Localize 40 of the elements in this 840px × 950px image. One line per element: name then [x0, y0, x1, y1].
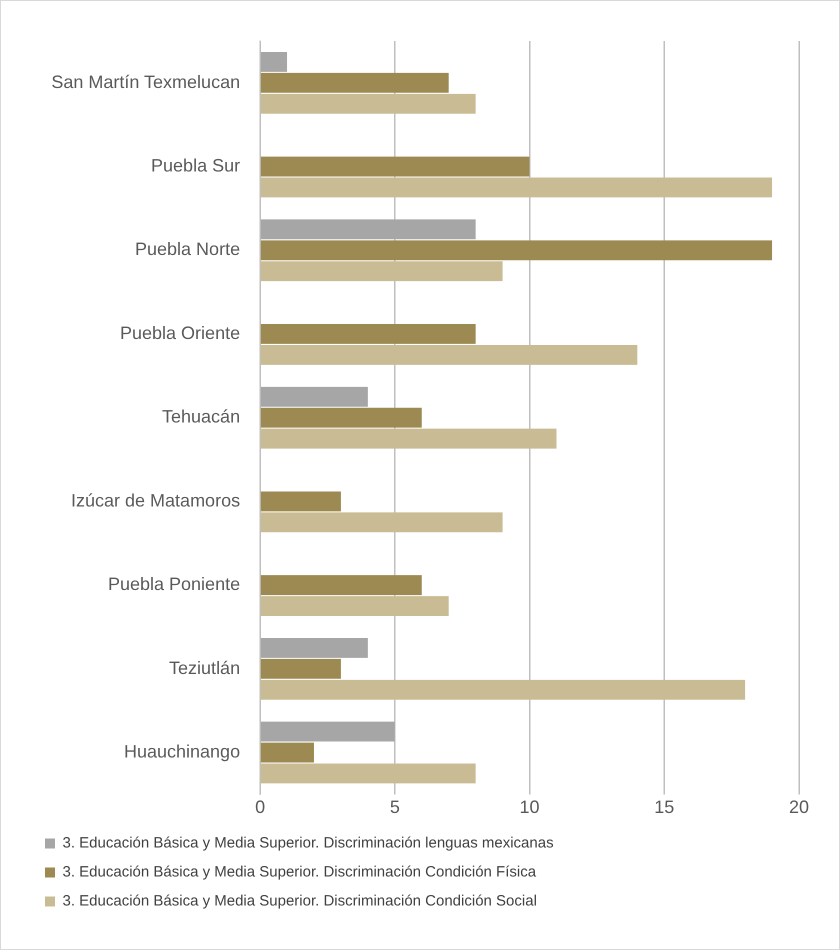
y-tick-label: Izúcar de Matamoros [71, 490, 240, 510]
y-tick-label: San Martín Texmelucan [51, 72, 240, 92]
bar [260, 240, 772, 260]
bar [260, 512, 503, 532]
bar [260, 575, 422, 596]
bar [260, 178, 772, 198]
bar [260, 386, 368, 407]
bar [260, 680, 746, 700]
y-tick-label: Huauchinango [124, 742, 240, 762]
y-tick-label: Puebla Sur [151, 156, 240, 176]
bar [260, 596, 449, 616]
y-tick-label: Puebla Oriente [120, 322, 240, 343]
x-tick-label: 10 [520, 797, 540, 818]
bar [260, 722, 395, 742]
x-tick-label: 5 [390, 797, 400, 818]
bar [260, 72, 449, 93]
y-tick-label: Puebla Norte [135, 239, 240, 260]
bar [260, 638, 368, 658]
bar [260, 52, 288, 72]
bar [260, 491, 341, 512]
y-tick-label: Tehuacán [162, 406, 240, 427]
bar [260, 428, 556, 449]
bar [260, 261, 503, 282]
x-tick-label: 15 [654, 797, 674, 818]
x-tick-label: 20 [788, 797, 810, 818]
bar [260, 658, 341, 679]
bar [260, 742, 314, 762]
y-tick-label: Puebla Poniente [108, 574, 240, 594]
bar [260, 219, 476, 240]
y-tick-label: Teziutlán [169, 658, 240, 678]
bar [260, 94, 476, 114]
legend-label: 3. Educación Básica y Media Superior. Discriminación Condición Física [62, 864, 537, 881]
legend-label: 3. Educación Básica y Media Superior. Discriminación Condición Social [62, 892, 537, 910]
bar [260, 344, 638, 365]
bar [260, 764, 476, 784]
legend-label: 3. Educación Básica y Media Superior. Discriminación lenguas mexicanas [62, 834, 554, 852]
bar [260, 156, 530, 177]
bar [260, 408, 422, 428]
x-tick-label: 0 [255, 797, 266, 818]
bar [260, 324, 476, 344]
